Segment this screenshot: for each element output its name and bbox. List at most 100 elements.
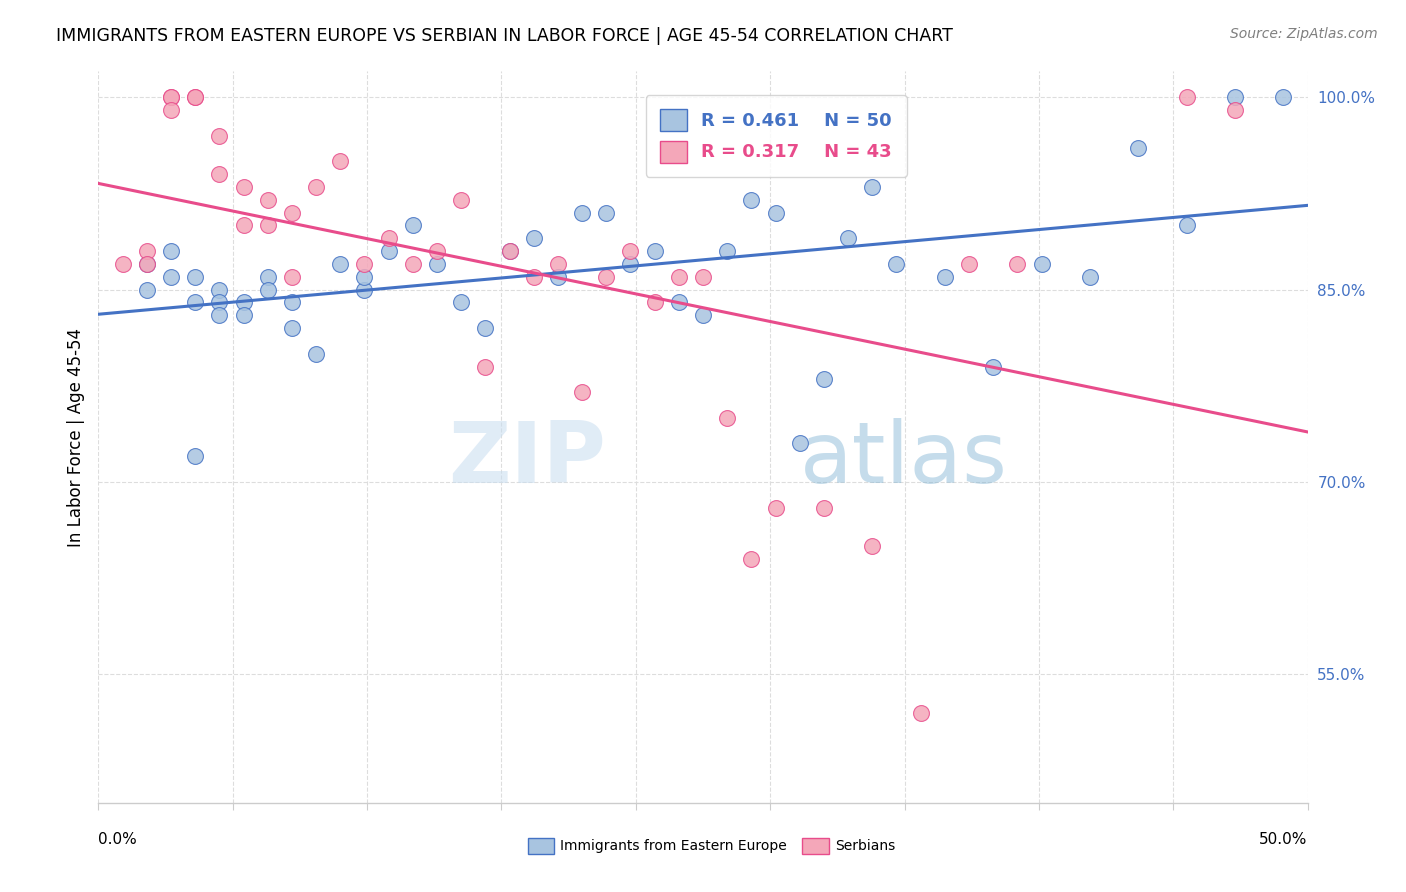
- Point: [160, 269, 183, 284]
- Point: [111, 257, 134, 271]
- Point: [644, 244, 666, 258]
- Point: [886, 257, 908, 271]
- Point: [934, 269, 956, 284]
- Text: IMMIGRANTS FROM EASTERN EUROPE VS SERBIAN IN LABOR FORCE | AGE 45-54 CORRELATION: IMMIGRANTS FROM EASTERN EUROPE VS SERBIA…: [56, 27, 953, 45]
- Point: [1175, 90, 1198, 104]
- Point: [981, 359, 1004, 374]
- Point: [498, 244, 520, 258]
- FancyBboxPatch shape: [803, 838, 828, 854]
- Point: [668, 295, 690, 310]
- Point: [208, 128, 231, 143]
- Point: [160, 90, 183, 104]
- Point: [860, 539, 883, 553]
- Text: 50.0%: 50.0%: [1260, 832, 1308, 847]
- Point: [644, 295, 666, 310]
- Point: [281, 205, 304, 219]
- Point: [619, 244, 641, 258]
- Point: [547, 257, 569, 271]
- Point: [353, 257, 375, 271]
- Point: [208, 283, 231, 297]
- Point: [135, 244, 157, 258]
- Point: [256, 219, 278, 233]
- Point: [595, 205, 617, 219]
- Point: [957, 257, 980, 271]
- Point: [668, 269, 690, 284]
- Point: [571, 385, 593, 400]
- Point: [692, 269, 714, 284]
- Point: [595, 269, 617, 284]
- Point: [716, 410, 738, 425]
- Point: [910, 706, 932, 720]
- Point: [232, 295, 254, 310]
- Point: [353, 269, 375, 284]
- Point: [232, 219, 254, 233]
- Point: [1078, 269, 1101, 284]
- Text: 0.0%: 0.0%: [98, 832, 138, 847]
- Point: [426, 244, 449, 258]
- Point: [450, 193, 472, 207]
- Point: [281, 269, 304, 284]
- Point: [135, 257, 157, 271]
- Point: [377, 231, 399, 245]
- Point: [1223, 90, 1246, 104]
- Point: [1007, 257, 1029, 271]
- Point: [619, 257, 641, 271]
- Point: [135, 257, 157, 271]
- Point: [208, 295, 231, 310]
- Point: [184, 295, 207, 310]
- Point: [474, 321, 496, 335]
- Point: [450, 295, 472, 310]
- Point: [474, 359, 496, 374]
- Point: [1272, 90, 1295, 104]
- Point: [765, 205, 787, 219]
- Text: ZIP: ZIP: [449, 417, 606, 500]
- Point: [281, 295, 304, 310]
- Point: [208, 308, 231, 322]
- Point: [208, 167, 231, 181]
- Point: [232, 179, 254, 194]
- Legend: R = 0.461    N = 50, R = 0.317    N = 43: R = 0.461 N = 50, R = 0.317 N = 43: [645, 95, 907, 177]
- Point: [184, 269, 207, 284]
- Point: [523, 269, 546, 284]
- Point: [1223, 103, 1246, 117]
- Point: [860, 179, 883, 194]
- Point: [765, 500, 787, 515]
- Text: Serbians: Serbians: [835, 839, 896, 853]
- Point: [160, 244, 183, 258]
- FancyBboxPatch shape: [527, 838, 554, 854]
- Point: [305, 346, 328, 360]
- Point: [160, 103, 183, 117]
- Point: [1175, 219, 1198, 233]
- Point: [135, 283, 157, 297]
- Point: [426, 257, 449, 271]
- Point: [740, 193, 762, 207]
- Point: [281, 321, 304, 335]
- Point: [1031, 257, 1053, 271]
- Point: [571, 205, 593, 219]
- Point: [184, 90, 207, 104]
- Point: [256, 283, 278, 297]
- Point: [740, 552, 762, 566]
- Point: [813, 372, 835, 386]
- Point: [402, 257, 425, 271]
- Point: [547, 269, 569, 284]
- Point: [160, 90, 183, 104]
- Y-axis label: In Labor Force | Age 45-54: In Labor Force | Age 45-54: [66, 327, 84, 547]
- Point: [523, 231, 546, 245]
- Point: [256, 269, 278, 284]
- Point: [256, 193, 278, 207]
- Point: [789, 436, 811, 450]
- Point: [1128, 141, 1150, 155]
- Point: [402, 219, 425, 233]
- Point: [353, 283, 375, 297]
- Point: [692, 308, 714, 322]
- Point: [377, 244, 399, 258]
- Point: [329, 154, 352, 169]
- Point: [837, 231, 859, 245]
- Point: [305, 179, 328, 194]
- Point: [716, 244, 738, 258]
- Text: Immigrants from Eastern Europe: Immigrants from Eastern Europe: [561, 839, 787, 853]
- Text: Source: ZipAtlas.com: Source: ZipAtlas.com: [1230, 27, 1378, 41]
- Point: [184, 450, 207, 464]
- Point: [813, 500, 835, 515]
